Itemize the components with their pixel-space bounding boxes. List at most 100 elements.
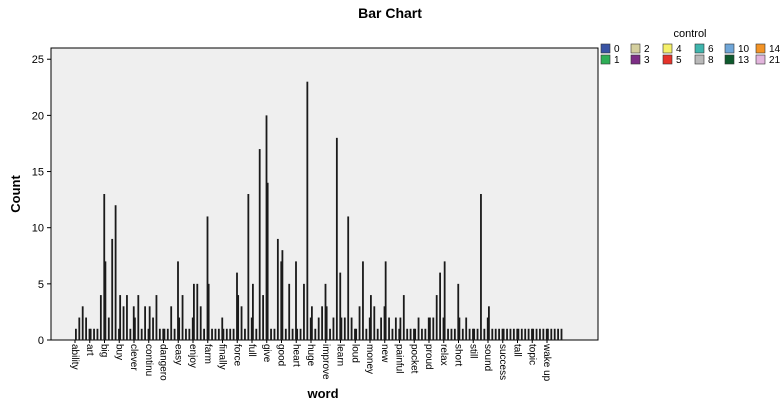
bar — [542, 328, 545, 340]
bar — [557, 328, 559, 340]
bar — [355, 328, 358, 340]
x-tick-label: farm — [202, 344, 213, 364]
x-tick-label: force — [231, 344, 242, 367]
y-tick-label: 20 — [32, 110, 44, 122]
bar — [111, 238, 114, 340]
bar — [358, 306, 361, 340]
bar — [347, 216, 350, 340]
bar — [265, 115, 268, 340]
bar — [177, 261, 179, 340]
bar — [373, 306, 376, 340]
x-tick-label: huge — [305, 344, 316, 367]
bar — [266, 182, 269, 340]
bar — [273, 328, 276, 340]
bar — [468, 328, 471, 340]
bar — [252, 283, 254, 340]
legend-label: 0 — [614, 44, 620, 55]
bar — [488, 306, 490, 340]
bar — [306, 81, 309, 340]
bar — [394, 317, 397, 340]
bar — [137, 295, 140, 340]
bar — [473, 328, 476, 340]
legend-label: 3 — [644, 55, 650, 66]
bar — [317, 317, 320, 340]
bar — [383, 306, 386, 340]
x-tick-label: success — [497, 344, 508, 380]
bar — [339, 272, 342, 340]
bar — [85, 317, 87, 340]
bar — [560, 328, 563, 340]
bar — [539, 328, 541, 340]
bar — [284, 328, 287, 340]
bar — [148, 306, 151, 340]
x-tick-label: finally — [217, 344, 228, 370]
bar — [480, 194, 482, 340]
x-tick-label: enjoy — [187, 344, 198, 368]
bar — [162, 328, 165, 340]
bar — [99, 295, 102, 340]
bar — [206, 216, 209, 340]
bar — [458, 317, 461, 340]
bar — [158, 328, 161, 340]
bar — [384, 261, 387, 340]
x-tick-label: art — [84, 344, 95, 356]
bar — [409, 328, 412, 340]
bar — [199, 306, 202, 340]
x-tick-label: clever — [128, 344, 139, 371]
bar — [421, 328, 423, 340]
bar — [134, 317, 136, 340]
bar — [104, 261, 107, 340]
bar — [193, 283, 195, 340]
bar — [432, 317, 435, 340]
bar — [185, 328, 187, 340]
bar — [291, 328, 294, 340]
bar — [512, 328, 515, 340]
bar — [368, 317, 371, 340]
bar — [129, 328, 132, 340]
bar — [399, 317, 402, 340]
bar — [447, 328, 449, 340]
bar — [229, 328, 232, 340]
bar — [354, 328, 356, 340]
legend-swatch — [755, 54, 766, 65]
x-tick-label: still — [467, 344, 478, 358]
y-tick-label: 5 — [38, 279, 44, 291]
legend-label: 2 — [644, 44, 650, 55]
bar — [443, 261, 446, 340]
legend-swatch — [694, 43, 705, 54]
bar — [250, 317, 253, 340]
x-tick-label: sound — [482, 344, 493, 371]
bar — [107, 317, 110, 340]
bar — [501, 328, 504, 340]
bar — [311, 306, 313, 340]
y-tick-label: 15 — [32, 167, 44, 179]
bar — [457, 283, 460, 340]
bar — [520, 328, 523, 340]
bar — [222, 328, 225, 340]
bar — [155, 295, 158, 340]
x-tick-label: learn — [335, 344, 346, 366]
bar — [406, 328, 409, 340]
bar — [350, 317, 353, 340]
bar — [486, 317, 489, 340]
bar — [491, 328, 494, 340]
bar — [103, 194, 106, 340]
bar — [329, 328, 331, 340]
legend-label: 8 — [708, 55, 714, 66]
bar-series — [75, 81, 563, 340]
x-tick-label: continu — [143, 344, 154, 376]
bar — [376, 328, 379, 340]
bar — [335, 137, 338, 340]
x-tick-label: dangero — [158, 344, 169, 381]
y-tick-label: 25 — [32, 54, 44, 66]
bar — [516, 328, 519, 340]
bar — [217, 328, 220, 340]
bar — [547, 328, 549, 340]
bar — [476, 328, 479, 340]
x-tick-label: loud — [349, 344, 360, 363]
bar — [81, 306, 84, 340]
bar — [88, 328, 91, 340]
bar — [545, 328, 548, 340]
x-axis-title: word — [306, 386, 338, 401]
